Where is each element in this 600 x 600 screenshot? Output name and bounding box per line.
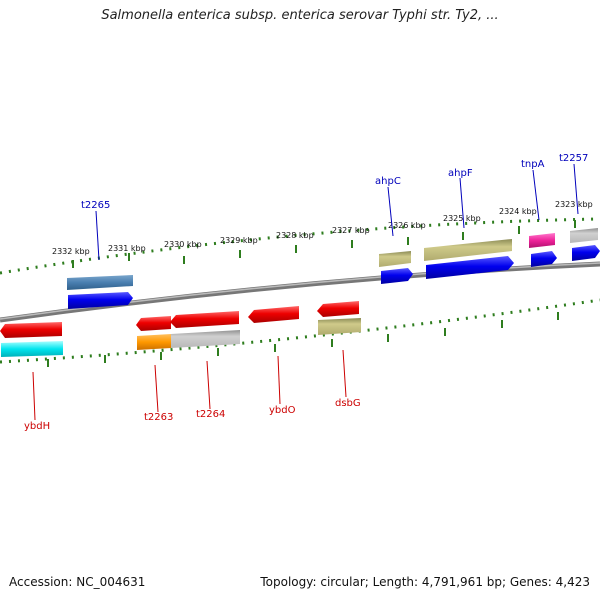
gene-t2263-orange[interactable]	[137, 334, 171, 350]
gene-tnpA-blue[interactable]	[531, 251, 557, 267]
kbp-label: 2328 kbp	[276, 231, 314, 240]
gene-label-t2257[interactable]: t2257	[559, 153, 588, 164]
gene-label-ybdH[interactable]: ybdH	[24, 421, 50, 432]
kbp-labels: 2332 kbp 2331 kbp 2330 kbp 2329 kbp 2328…	[52, 200, 593, 256]
leader-line	[32, 371, 36, 421]
gene-label-t2264[interactable]: t2264	[196, 409, 225, 420]
gene-dsbG-khaki[interactable]	[318, 318, 361, 335]
gene-label-ybdO[interactable]: ybdO	[269, 405, 296, 416]
gene-t2263-red[interactable]	[136, 316, 171, 331]
kbp-label: 2329 kbp	[220, 236, 258, 245]
gene-t2264-gray[interactable]	[171, 330, 240, 348]
genome-backbone	[0, 261, 600, 323]
leader-line	[573, 163, 579, 215]
leader-line	[154, 364, 159, 413]
leader-line	[277, 355, 281, 405]
gene-dsbG-red[interactable]	[317, 301, 359, 317]
leader-line	[387, 186, 394, 237]
leader-line	[342, 349, 347, 398]
leader-line	[206, 360, 211, 410]
inner-major-ticks	[47, 312, 559, 367]
gene-label-ahpF[interactable]: ahpF	[448, 168, 473, 179]
kbp-label: 2332 kbp	[52, 247, 90, 256]
gene-tnpA-magenta[interactable]	[529, 233, 555, 248]
genome-backbone-highlight	[0, 262, 600, 320]
bottom-gene-labels: ybdH t2263 t2264 ybdO dsbG	[24, 398, 361, 432]
kbp-label: 2325 kbp	[443, 214, 481, 223]
kbp-label: 2323 kbp	[555, 200, 593, 209]
gene-label-t2265[interactable]: t2265	[81, 200, 110, 211]
gene-ahpC-khaki[interactable]	[379, 251, 411, 267]
gene-t2264-red[interactable]	[170, 311, 239, 328]
reverse-features[interactable]	[0, 301, 361, 357]
top-gene-labels: t2265 ahpC ahpF tnpA t2257	[81, 153, 588, 211]
leader-line	[532, 169, 540, 221]
bottom-label-lines	[32, 349, 347, 421]
kbp-label: 2331 kbp	[108, 244, 146, 253]
gene-label-t2263[interactable]: t2263	[144, 412, 173, 423]
leader-line	[95, 210, 100, 261]
kbp-label: 2327 kbp	[332, 226, 370, 235]
gene-label-ahpC[interactable]: ahpC	[375, 176, 401, 187]
gene-label-tnpA[interactable]: tnpA	[521, 159, 545, 170]
leader-line	[459, 177, 465, 229]
kbp-label: 2330 kbp	[164, 240, 202, 249]
gene-label-dsbG[interactable]: dsbG	[335, 398, 361, 409]
kbp-label: 2324 kbp	[499, 207, 537, 216]
gene-ybdH-cyan[interactable]	[1, 341, 63, 357]
outer-major-ticks	[72, 220, 576, 268]
gene-ahpC-blue[interactable]	[381, 268, 413, 284]
gene-t2257-gray[interactable]	[570, 228, 598, 243]
gene-ybdH-red[interactable]	[0, 322, 62, 338]
gene-t2265-steel[interactable]	[67, 275, 133, 290]
gene-ahpF-blue[interactable]	[426, 256, 514, 279]
gene-ybdO-red[interactable]	[248, 306, 299, 323]
forward-features[interactable]	[67, 228, 600, 309]
kbp-label: 2326 kbp	[388, 221, 426, 230]
top-label-lines	[95, 163, 579, 261]
gene-t2257-blue[interactable]	[572, 245, 600, 261]
gene-t2265-blue[interactable]	[68, 292, 133, 309]
accession-text: Accession: NC_004631	[9, 575, 146, 589]
map-title: Salmonella enterica subsp. enterica sero…	[101, 8, 499, 23]
topology-summary: Topology: circular; Length: 4,791,961 bp…	[260, 575, 590, 589]
gene-ahpF-khaki[interactable]	[424, 239, 512, 261]
